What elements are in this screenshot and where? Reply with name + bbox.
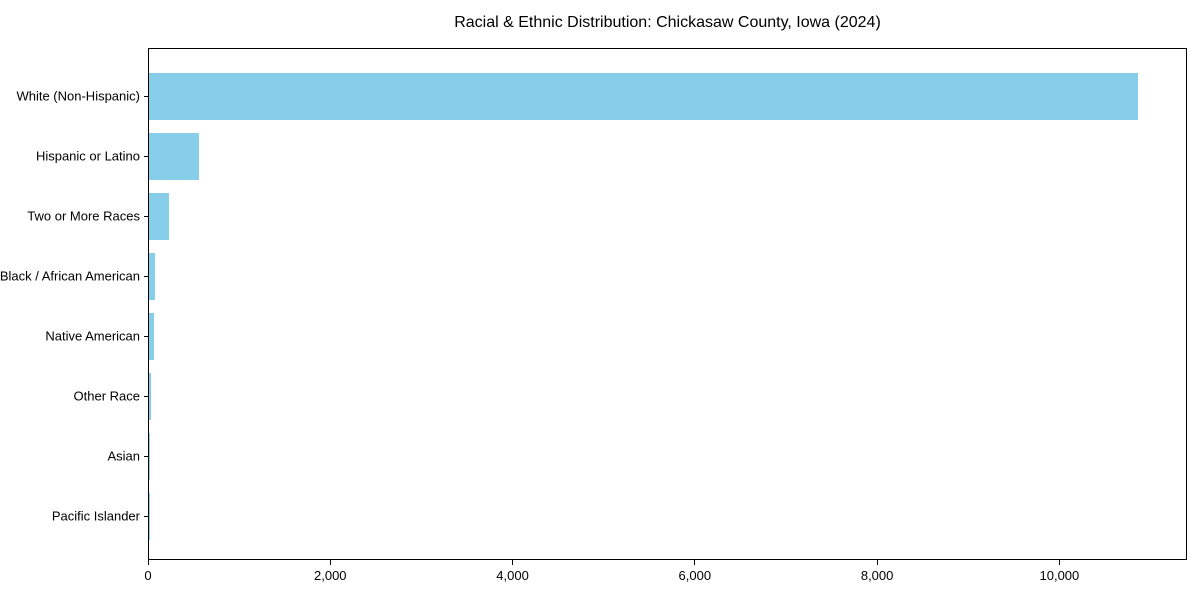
x-tick-label: 0 bbox=[144, 568, 152, 583]
x-tick-label: 8,000 bbox=[860, 568, 894, 583]
x-tick-mark bbox=[876, 560, 878, 565]
bar-row: Other Race bbox=[74, 366, 1186, 426]
x-axis: 0 2,000 4,000 6,000 8,000 10,000 bbox=[144, 560, 1187, 600]
y-tick-mark bbox=[144, 335, 149, 337]
bar-row: Native American bbox=[45, 306, 1186, 366]
x-tick-mark bbox=[147, 560, 149, 565]
category-label: White (Non-Hispanic) bbox=[16, 88, 140, 104]
bar bbox=[149, 432, 151, 480]
category-label: Hispanic or Latino bbox=[35, 148, 140, 164]
x-tick-label: 6,000 bbox=[678, 568, 712, 583]
category-label: Native American bbox=[45, 328, 140, 344]
bar-row: Pacific Islander bbox=[52, 486, 1186, 546]
x-tick-mark bbox=[512, 560, 514, 565]
bar-row: Hispanic or Latino bbox=[36, 126, 1186, 186]
x-tick-label: 2,000 bbox=[313, 568, 347, 583]
category-label: Pacific Islander bbox=[51, 508, 140, 524]
y-tick-mark bbox=[144, 275, 149, 277]
bar-row: Black / African American bbox=[0, 246, 1186, 306]
y-tick-mark bbox=[144, 95, 149, 97]
x-tick-mark bbox=[329, 560, 331, 565]
y-tick-mark bbox=[144, 515, 149, 517]
y-tick-mark bbox=[144, 455, 149, 457]
y-tick-mark bbox=[144, 215, 149, 217]
x-tick-label: 4,000 bbox=[496, 568, 529, 583]
category-label: Two or More Races bbox=[27, 208, 140, 224]
bar bbox=[149, 252, 156, 300]
bar bbox=[149, 192, 169, 240]
bar bbox=[149, 312, 155, 360]
bar bbox=[149, 72, 1138, 120]
y-tick-mark bbox=[144, 395, 149, 397]
bar-rows-container: White (Non-Hispanic) Hispanic or Latino Tw… bbox=[0, 49, 1186, 559]
chart-title: Racial & Ethnic Distribution: Chickasaw … bbox=[454, 14, 881, 31]
bar bbox=[149, 372, 151, 420]
x-tick-mark bbox=[694, 560, 696, 565]
bar-row: Two or More Races bbox=[27, 186, 1186, 246]
category-label: Asian bbox=[107, 448, 140, 464]
x-tick-mark bbox=[1058, 560, 1060, 565]
category-label: Black / African American bbox=[0, 268, 140, 284]
bar-row: White (Non-Hispanic) bbox=[16, 66, 1186, 126]
bar bbox=[149, 132, 200, 180]
bar-row: Asian bbox=[107, 426, 1186, 486]
x-tick-label: 10,000 bbox=[1039, 568, 1080, 583]
category-label: Other Race bbox=[73, 388, 140, 404]
y-tick-mark bbox=[144, 155, 149, 157]
plot-area: White (Non-Hispanic) Hispanic or Latino Tw… bbox=[0, 48, 1187, 560]
